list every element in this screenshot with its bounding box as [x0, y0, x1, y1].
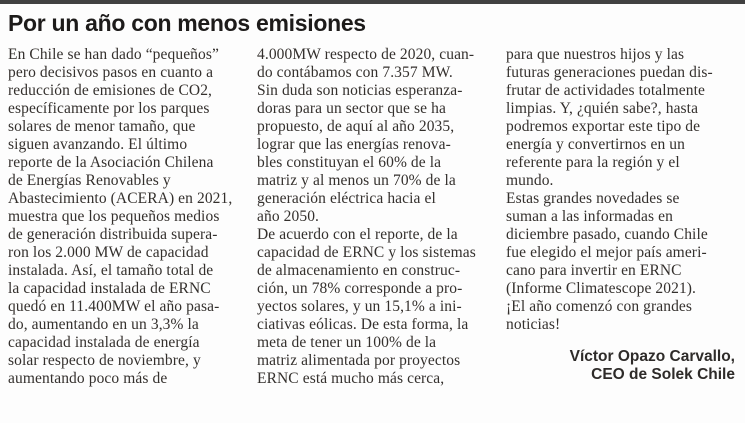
column-1-text: En Chile se han dado “pequeños” pero dec… [8, 46, 233, 387]
column-2: 4.000MW respecto de 2020, cuan- do contá… [257, 46, 487, 388]
column-3: para que nuestros hijos y las futuras ge… [506, 46, 736, 388]
column-3-text: para que nuestros hijos y las futuras ge… [506, 46, 713, 333]
signature-block: Víctor Opazo Carvallo, CEO de Solek Chil… [506, 348, 736, 384]
signature-title: CEO de Solek Chile [591, 366, 735, 383]
signature-name: Víctor Opazo Carvallo, [569, 348, 735, 365]
article-columns: En Chile se han dado “pequeños” pero dec… [0, 46, 745, 388]
top-rule [0, 0, 745, 4]
column-1: En Chile se han dado “pequeños” pero dec… [8, 46, 238, 388]
article-headline: Por un año con menos emisiones [8, 10, 366, 36]
column-2-text: 4.000MW respecto de 2020, cuan- do contá… [257, 46, 476, 387]
